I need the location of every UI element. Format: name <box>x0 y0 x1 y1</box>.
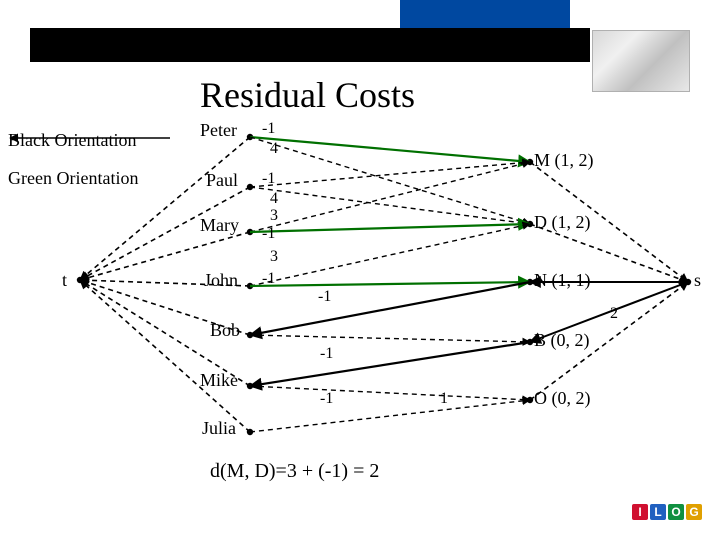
legend-black: Black Orientation <box>8 130 136 151</box>
edge-label-1: 4 <box>270 140 278 158</box>
formula: d(M, D)=3 + (-1) = 2 <box>210 460 379 483</box>
edge-label-5: -1 <box>262 225 275 243</box>
slide-title: Residual Costs <box>200 74 415 116</box>
edge-label-2: -1 <box>262 170 275 188</box>
edge-label-0: -1 <box>262 120 275 138</box>
person-label-2: Mary <box>200 215 239 236</box>
t-node-label: t <box>62 270 67 291</box>
logo-sq-0: I <box>632 504 648 520</box>
person-label-3: John <box>204 270 238 291</box>
edge-label-6: 3 <box>270 248 278 266</box>
person-label-1: Paul <box>206 170 238 191</box>
edge-label-11: 1 <box>440 390 448 408</box>
corner-image <box>592 30 690 92</box>
job-label-2: N (1, 1) <box>534 270 591 291</box>
person-label-5: Mike <box>200 370 238 391</box>
edge-label-7: -1 <box>262 270 275 288</box>
job-label-0: M (1, 2) <box>534 150 594 171</box>
person-label-4: Bob <box>210 320 240 341</box>
job-label-1: D (1, 2) <box>534 212 591 233</box>
edge-label-10: -1 <box>320 390 333 408</box>
edge-label-9: -1 <box>320 345 333 363</box>
edge-label-8: -1 <box>318 288 331 306</box>
job-label-4: O (0, 2) <box>534 388 591 409</box>
edge-label-4: 3 <box>270 207 278 225</box>
legend-green: Green Orientation <box>8 168 138 189</box>
person-label-6: Julia <box>202 418 236 439</box>
s-node-label: s <box>694 270 701 291</box>
logo-sq-2: O <box>668 504 684 520</box>
header-bar <box>30 28 590 62</box>
edge-label-3: 4 <box>270 190 278 208</box>
logo: I L O G <box>632 500 702 524</box>
job-label-3: B (0, 2) <box>534 330 590 351</box>
logo-sq-3: G <box>686 504 702 520</box>
person-label-0: Peter <box>200 120 237 141</box>
logo-sq-1: L <box>650 504 666 520</box>
edge-label-12: 2 <box>610 305 618 323</box>
